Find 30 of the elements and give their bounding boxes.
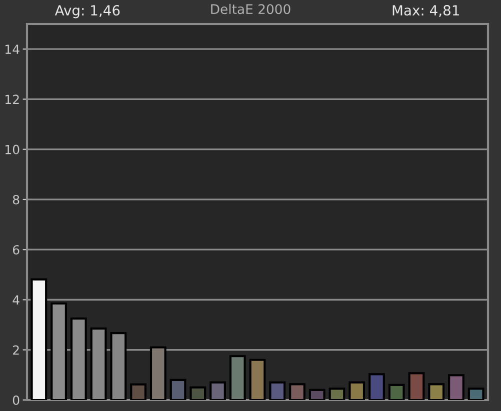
y-tick-label: 12 — [6, 94, 19, 104]
text: Avg: 1,46 — [54, 5, 120, 18]
chart-title: DeltaE 2000 — [211, 4, 290, 14]
bar — [468, 388, 484, 400]
y-tick-label: 8 — [12, 194, 20, 204]
y-tick-label: 4 — [12, 295, 20, 304]
bar — [150, 346, 166, 400]
y-tick-label: 2 — [13, 345, 19, 355]
bar — [428, 383, 445, 400]
y-tick-label: 0 — [12, 395, 20, 405]
bar — [448, 374, 464, 400]
bar — [408, 372, 425, 400]
bar — [289, 383, 306, 400]
bar — [30, 278, 48, 400]
bar — [249, 358, 266, 400]
y-tick-label: 10 — [6, 144, 20, 154]
bar — [229, 355, 246, 400]
bar — [130, 383, 146, 400]
bar — [170, 378, 186, 400]
text: Max: 4,81 — [392, 5, 459, 17]
bar — [210, 381, 226, 400]
bar — [348, 381, 366, 400]
bar — [269, 381, 286, 400]
bar — [368, 373, 385, 400]
bar — [190, 386, 206, 400]
y-tick-label: 6 — [12, 245, 20, 255]
y-tick-label: 14 — [6, 44, 20, 54]
bar — [388, 384, 405, 400]
bar — [308, 388, 326, 400]
bar — [328, 388, 346, 400]
